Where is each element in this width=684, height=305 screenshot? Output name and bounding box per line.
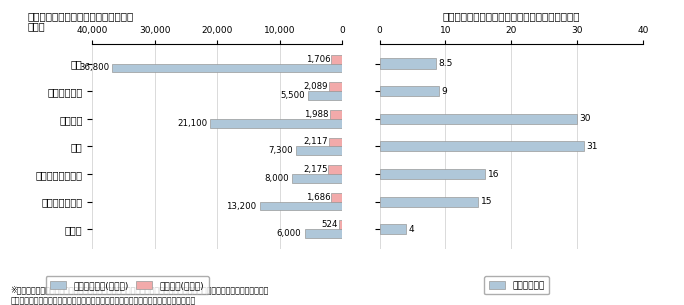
Text: 16: 16 — [488, 170, 499, 178]
Bar — [308, 91, 342, 100]
Legend: 市内通話料金: 市内通話料金 — [484, 276, 549, 294]
Bar — [304, 229, 342, 238]
Text: 524: 524 — [321, 220, 338, 229]
Text: 30: 30 — [580, 114, 591, 123]
Text: 1,706: 1,706 — [306, 55, 330, 64]
Text: 9: 9 — [441, 87, 447, 96]
Bar — [331, 55, 342, 63]
Text: （円）: （円） — [27, 21, 45, 31]
Text: 5,500: 5,500 — [280, 91, 304, 100]
Text: ※　各都市とも月額基本料金に一定の通話料金を含むプランや通話料金が通話距離や通話時間によらないプラン等多様な
　　料金体系が導入されており、個別料金による単純な: ※ 各都市とも月額基本料金に一定の通話料金を含むプランや通話料金が通話距離や通話… — [10, 285, 269, 305]
Title: 【市内通話料金（平日１２時の３分間の料金）】: 【市内通話料金（平日１２時の３分間の料金）】 — [443, 11, 580, 21]
Text: 2,175: 2,175 — [303, 165, 328, 174]
Text: 8.5: 8.5 — [438, 59, 453, 68]
Bar — [329, 82, 342, 91]
Text: 36,800: 36,800 — [79, 63, 109, 73]
Text: 7,300: 7,300 — [269, 146, 293, 155]
Text: 2,117: 2,117 — [303, 138, 328, 146]
Bar — [332, 193, 342, 202]
Bar — [380, 86, 439, 96]
Bar — [296, 146, 342, 155]
Bar — [339, 221, 342, 229]
Bar — [330, 110, 342, 119]
Bar — [380, 224, 406, 234]
Bar — [380, 114, 577, 124]
Bar — [380, 59, 436, 69]
Bar — [380, 196, 478, 207]
Text: 1,686: 1,686 — [306, 193, 330, 202]
Text: 21,100: 21,100 — [177, 119, 207, 128]
Text: 8,000: 8,000 — [264, 174, 289, 183]
Text: 6,000: 6,000 — [277, 229, 302, 238]
Bar — [112, 63, 342, 72]
Text: 4: 4 — [408, 225, 415, 234]
Bar — [329, 138, 342, 146]
Bar — [380, 141, 583, 152]
Bar — [292, 174, 342, 183]
Bar — [210, 119, 342, 127]
Text: 31: 31 — [586, 142, 598, 151]
Text: 13,200: 13,200 — [226, 202, 256, 210]
Bar — [328, 165, 342, 174]
Legend: 加入時一時金(住宅用), 基本料金(住宅用): 加入時一時金(住宅用), 基本料金(住宅用) — [46, 276, 209, 294]
Text: 15: 15 — [481, 197, 492, 206]
Bar — [380, 169, 485, 179]
Text: 2,089: 2,089 — [304, 82, 328, 91]
Text: 【住宅用の加入時一時金・基本料金】: 【住宅用の加入時一時金・基本料金】 — [27, 11, 133, 21]
Bar — [260, 202, 342, 210]
Text: 1,988: 1,988 — [304, 110, 328, 119]
